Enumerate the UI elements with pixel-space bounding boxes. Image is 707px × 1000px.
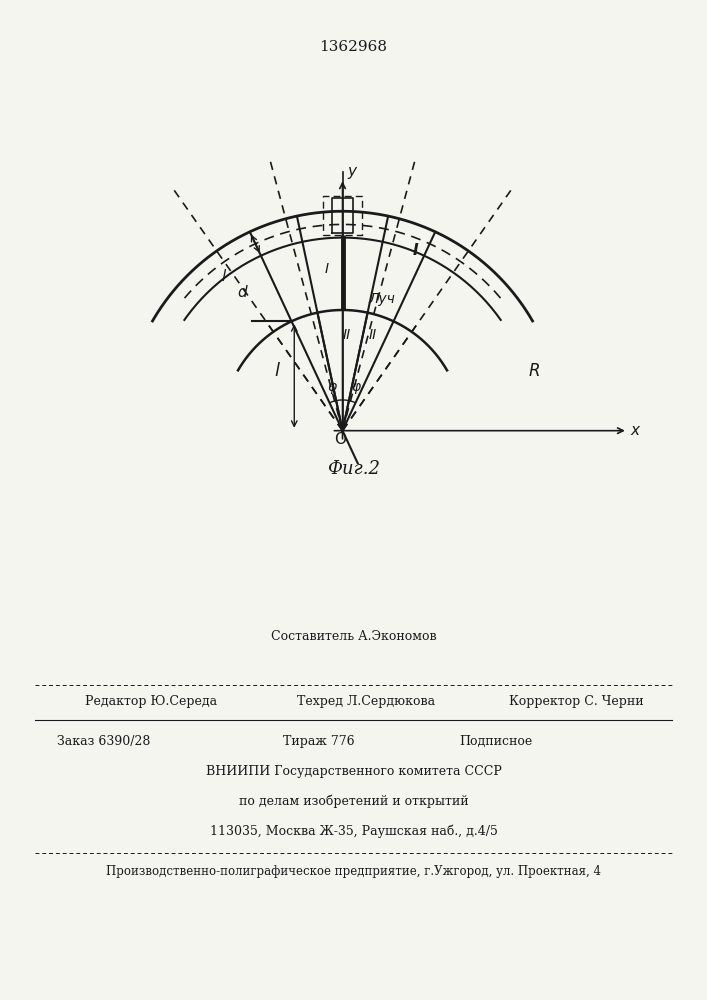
Text: Техред Л.Сердюкова: Техред Л.Сердюкова bbox=[297, 695, 435, 708]
Text: x: x bbox=[630, 423, 639, 438]
Text: Редактор Ю.Середа: Редактор Ю.Середа bbox=[85, 695, 217, 708]
Text: Составитель А.Экономов: Составитель А.Экономов bbox=[271, 630, 436, 643]
Text: 1362968: 1362968 bbox=[320, 40, 387, 54]
Text: Заказ 6390/28: Заказ 6390/28 bbox=[57, 735, 150, 748]
Text: Луч: Луч bbox=[369, 292, 396, 306]
Text: d: d bbox=[238, 285, 247, 300]
Text: I: I bbox=[325, 262, 329, 276]
Text: y: y bbox=[347, 164, 356, 179]
Text: II: II bbox=[342, 328, 351, 342]
Text: II: II bbox=[369, 328, 377, 342]
Text: 113035, Москва Ж-35, Раушская наб., д.4/5: 113035, Москва Ж-35, Раушская наб., д.4/… bbox=[209, 824, 498, 838]
Text: φ: φ bbox=[327, 380, 337, 394]
Text: R: R bbox=[529, 362, 541, 380]
Text: Подписное: Подписное bbox=[460, 735, 533, 748]
Text: Производственно-полиграфическое предприятие, г.Ужгород, ул. Проектная, 4: Производственно-полиграфическое предприя… bbox=[106, 865, 601, 878]
Text: Корректор С. Черни: Корректор С. Черни bbox=[509, 695, 643, 708]
Text: по делам изобретений и открытий: по делам изобретений и открытий bbox=[239, 794, 468, 808]
Text: Фиг.2: Фиг.2 bbox=[327, 460, 380, 478]
Text: l: l bbox=[222, 269, 226, 284]
Text: O: O bbox=[334, 432, 346, 447]
Text: φ: φ bbox=[351, 380, 361, 394]
Text: I: I bbox=[413, 243, 419, 258]
Text: l: l bbox=[274, 362, 279, 380]
Text: ВНИИПИ Государственного комитета СССР: ВНИИПИ Государственного комитета СССР bbox=[206, 765, 501, 778]
Text: Тираж 776: Тираж 776 bbox=[283, 735, 354, 748]
